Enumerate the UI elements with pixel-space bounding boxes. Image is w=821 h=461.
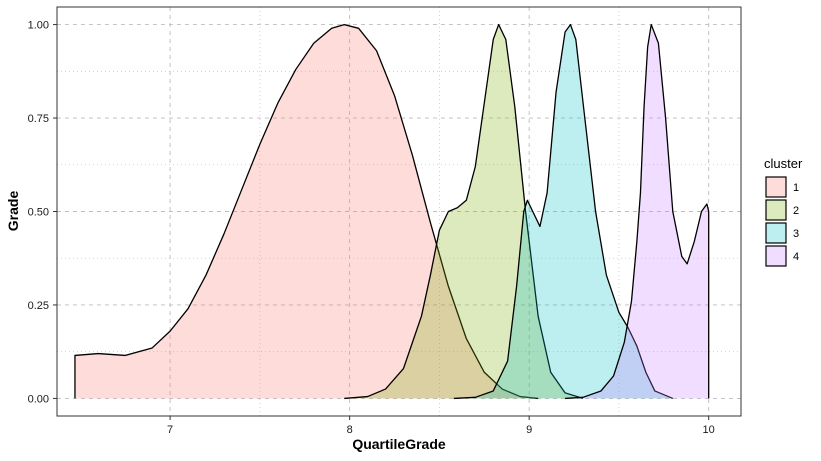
legend-items: 1 2 3 4: [765, 176, 799, 267]
legend-key-cluster-1: [765, 176, 787, 198]
major-gridlines: [57, 7, 741, 416]
y-tick-label: 0.25: [28, 300, 49, 312]
density-area-cluster-2: [344, 24, 584, 399]
legend-key-background: [766, 223, 786, 243]
density-area-cluster-4: [565, 24, 709, 399]
legend-key-background: [766, 200, 786, 220]
density-outline-cluster-3: [453, 23, 674, 400]
legend: cluster 1 2 3 4: [764, 156, 803, 267]
x-tick-label: 8: [347, 424, 353, 436]
legend-key-cluster-3: [765, 222, 787, 244]
density-areas: [74, 23, 710, 400]
y-tick-label: 0.50: [28, 207, 49, 219]
legend-label-cluster-2: 2: [793, 205, 799, 217]
legend-key-background: [766, 246, 786, 266]
y-tick-label: 0.00: [28, 393, 49, 405]
y-tick-label: 1.00: [28, 20, 49, 32]
x-tick-label: 9: [526, 424, 532, 436]
x-tick-label: 10: [703, 424, 715, 436]
y-axis-ticks: 0.00 0.25 0.50 0.75 1.00: [28, 20, 57, 405]
legend-key-cluster-2: [765, 199, 787, 221]
density-outline-cluster-4: [565, 23, 710, 400]
legend-key-cluster-4: [765, 245, 787, 267]
x-axis-title: QuartileGrade: [352, 436, 446, 452]
density-outline-cluster-2: [344, 23, 584, 400]
legend-key-background: [766, 177, 786, 197]
x-tick-label: 7: [167, 424, 173, 436]
density-area-cluster-3: [453, 24, 673, 399]
density-outline-cluster-1: [74, 23, 539, 400]
legend-title: cluster: [764, 156, 803, 171]
y-tick-label: 0.75: [28, 113, 49, 125]
legend-label-cluster-3: 3: [793, 228, 799, 240]
x-axis-ticks: 7 8 9 10: [167, 416, 715, 436]
legend-label-cluster-1: 1: [793, 182, 799, 194]
legend-label-cluster-4: 4: [793, 251, 799, 263]
y-axis-title: Grade: [5, 191, 21, 232]
